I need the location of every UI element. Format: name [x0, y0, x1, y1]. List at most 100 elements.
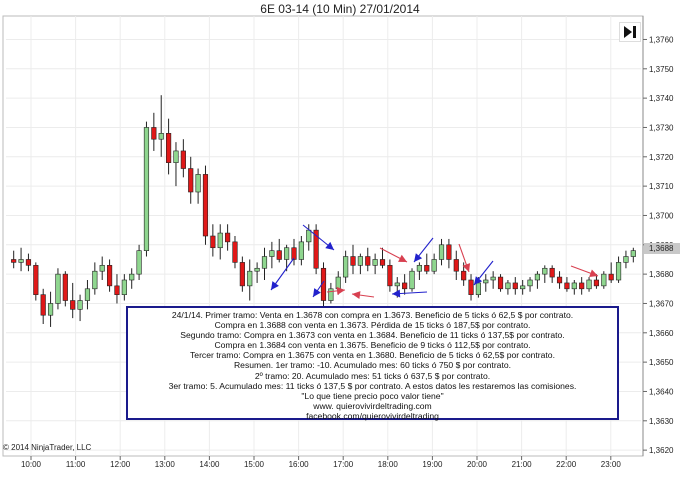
y-tick-label: 1,3670	[649, 299, 674, 308]
candle	[468, 274, 474, 301]
candle	[92, 262, 98, 295]
candle	[357, 253, 363, 275]
candle-body-up	[84, 288, 91, 301]
note-line: Tercer tramo: Compra en 1.3675 con venta…	[190, 350, 555, 361]
y-tick-label: 1,3730	[649, 123, 674, 132]
x-tick-label: 10:00	[21, 460, 42, 469]
chart-title: 6E 03-14 (10 Min) 27/01/2014	[260, 2, 420, 16]
skip-to-end-icon	[624, 26, 636, 38]
candle	[143, 121, 150, 257]
candle	[564, 277, 570, 292]
candle-body-down	[202, 174, 209, 237]
candle-body-down	[593, 279, 600, 287]
red-arrow	[379, 247, 408, 263]
blue-arrow	[302, 224, 335, 251]
candle	[579, 277, 585, 295]
candle-body-up	[298, 241, 304, 260]
scroll-to-end-button[interactable]	[619, 22, 641, 42]
candle	[416, 262, 422, 280]
candle	[586, 277, 592, 292]
candle	[615, 256, 622, 283]
candle	[106, 259, 113, 292]
candle-body-up	[623, 256, 629, 263]
x-tick-label: 22:00	[556, 460, 577, 469]
candle-body-up	[121, 279, 127, 295]
candle-body-up	[490, 276, 496, 281]
candle-body-up	[431, 259, 437, 272]
y-tick-label: 1,3650	[649, 358, 674, 367]
candle	[40, 288, 46, 324]
candle-body-up	[343, 256, 349, 278]
candle-body-down	[210, 235, 216, 249]
candle	[608, 262, 614, 283]
candle-body-up	[136, 250, 142, 275]
trade-notes-box: 24/1/14. Primer tramo: Venta en 1.3678 c…	[126, 306, 619, 421]
x-tick-label: 15:00	[244, 460, 265, 469]
candle	[372, 253, 378, 275]
candle-body-up	[173, 150, 179, 163]
candle-body-down	[556, 276, 563, 284]
blue-arrow	[473, 260, 494, 286]
candle-body-up	[328, 288, 334, 301]
candle	[33, 262, 39, 301]
candle-body-down	[424, 265, 430, 272]
candle-body-down	[166, 133, 172, 163]
red-arrow	[351, 291, 375, 300]
candle-body-down	[151, 127, 157, 140]
candle	[225, 224, 231, 251]
y-tick-label: 1,3630	[649, 417, 674, 426]
candle	[490, 271, 496, 289]
candle-body-up	[520, 285, 526, 290]
candle	[62, 271, 68, 307]
candle	[298, 236, 304, 266]
x-tick-label: 13:00	[155, 460, 176, 469]
x-tick-label: 18:00	[378, 460, 399, 469]
candle-body-up	[357, 256, 363, 266]
y-tick-label: 1,3740	[649, 94, 674, 103]
candle	[195, 168, 201, 204]
y-tick-label: 1,3640	[649, 387, 674, 396]
candle-body-down	[62, 273, 68, 301]
red-arrow	[570, 265, 599, 277]
candle-body-up	[542, 267, 548, 275]
candle	[446, 238, 452, 269]
x-axis-ticks: 10:00 11:00 12:00 13:00 14:00 15:00 16:00 17:00…	[21, 456, 621, 469]
candle	[453, 250, 459, 280]
candle	[379, 247, 386, 269]
candle-body-up	[195, 174, 201, 193]
candle	[202, 165, 209, 245]
candle	[254, 262, 260, 283]
candle-body-down	[461, 270, 467, 281]
candle-body-up	[416, 265, 422, 272]
candle	[232, 236, 238, 269]
y-tick-label: 1,3680	[649, 270, 674, 279]
candle-body-up	[483, 279, 489, 284]
candle-body-up	[18, 259, 24, 263]
blue-arrow	[312, 280, 325, 298]
candle	[217, 224, 223, 260]
candle	[409, 268, 415, 292]
candle-body-down	[25, 259, 32, 266]
candle	[328, 282, 334, 304]
candle-body-up	[143, 127, 150, 251]
candle-body-down	[512, 282, 518, 290]
candle-body-up	[269, 250, 275, 257]
blue-arrow	[270, 257, 295, 291]
candle-body-down	[468, 279, 474, 295]
candle	[173, 142, 179, 187]
y-tick-label: 1,3750	[649, 65, 674, 74]
candle-body-down	[564, 282, 570, 290]
candle	[99, 256, 105, 280]
note-line: facebook.com/quierovivirdeltrading	[306, 410, 439, 421]
candle	[151, 112, 157, 151]
candle-body-up	[99, 265, 105, 272]
candle	[424, 253, 430, 275]
candle-body-down	[180, 150, 186, 169]
blue-arrow	[413, 237, 434, 263]
candle-body-down	[33, 265, 39, 295]
x-tick-label: 11:00	[66, 460, 86, 469]
blue-arrow	[391, 289, 428, 298]
y-tick-label: 1,3700	[649, 211, 674, 220]
candle	[542, 265, 548, 283]
last-price-label: 1,3688	[649, 244, 674, 253]
